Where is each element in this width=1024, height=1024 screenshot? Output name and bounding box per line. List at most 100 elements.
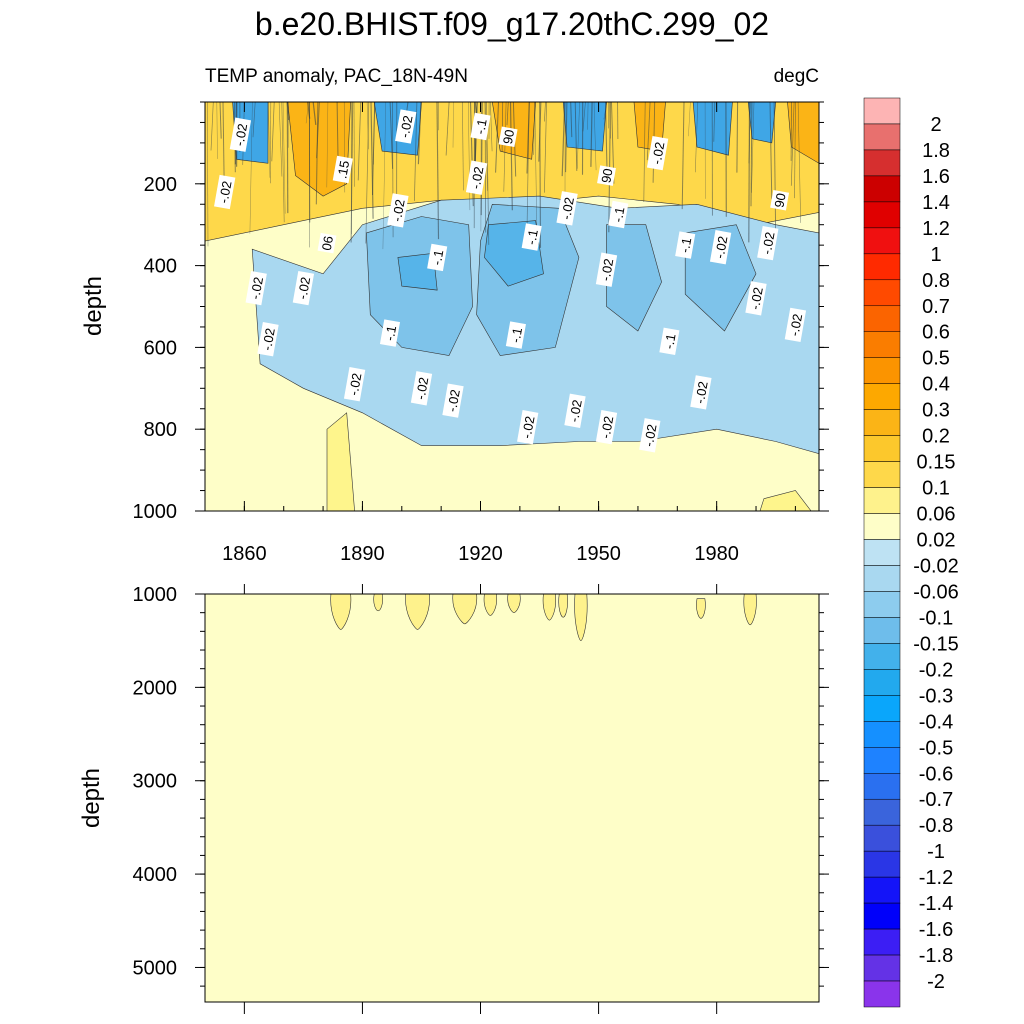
- contour-label-bg: [257, 322, 279, 357]
- contour-line: [270, 102, 272, 184]
- contour-label: -.02: [214, 174, 236, 210]
- contour-line: [268, 102, 271, 178]
- colorbar-swatch: [863, 435, 901, 462]
- x-tick-label: 1980: [694, 543, 739, 565]
- contour-label-bg: [470, 112, 491, 141]
- colorbar-label: -0.2: [919, 659, 953, 681]
- lower-warm-blob: [452, 594, 478, 625]
- colorbar-swatch: [863, 487, 901, 514]
- contour-label: -.1: [659, 327, 680, 355]
- contour-line: [357, 102, 362, 181]
- colorbar-label: 0.06: [917, 504, 956, 526]
- contour-label: -.02: [257, 322, 279, 357]
- colorbar-label: -0.1: [919, 607, 953, 629]
- lower-warm-blob: [483, 594, 497, 616]
- contour-line: [587, 102, 589, 130]
- colorbar-label: -0.5: [919, 737, 953, 759]
- contour-label-bg: [556, 191, 578, 226]
- contour-label: -.02: [395, 109, 417, 144]
- contour-line: [590, 102, 593, 167]
- contour-line: [576, 102, 580, 169]
- upper-contour-labels: -.02 -.02 -.02 -.02 -.02 06 .15 -.02 -.02 -.02 -.1…: [214, 109, 807, 453]
- contour-line: [281, 102, 285, 223]
- contour-line: [252, 102, 256, 138]
- contour-label-bg: [214, 174, 236, 210]
- contour-label-bg: [498, 126, 518, 148]
- colorbar-label: 2: [930, 114, 941, 136]
- contour-label-text: -.1: [472, 118, 489, 136]
- colorbar-swatch: [863, 149, 901, 177]
- contour-label-text: -.1: [661, 333, 678, 351]
- contour-line: [216, 102, 218, 159]
- contour-line: [282, 102, 286, 214]
- contour-label: -.1: [521, 223, 542, 251]
- contour-line: [769, 102, 773, 200]
- contour-label: -.02: [556, 191, 578, 226]
- contour-line: [736, 102, 739, 173]
- contour-label-text: -.02: [232, 122, 251, 147]
- contour-band-deep-cool-2: [397, 252, 438, 291]
- contour-label-text: -.02: [216, 180, 235, 205]
- contour-line: [544, 102, 547, 193]
- contour-line: [713, 102, 716, 142]
- contour-label: -.1: [379, 319, 401, 347]
- contour-label-bg: [442, 383, 464, 418]
- colorbar-label: -0.15: [913, 633, 959, 655]
- upper-axis-ticks: 1860 1890 1920 1950 1980 200 400 600 800 1000: [133, 101, 829, 565]
- contour-label-bg: [343, 367, 366, 402]
- contour-band-deep-warm-1995: [759, 490, 812, 511]
- colorbar-swatch: [863, 565, 901, 592]
- lower-warm-blob: [743, 594, 757, 626]
- y-tick-label: 1000: [133, 501, 178, 523]
- contour-label-bg: [521, 223, 542, 251]
- contour-label-text: .15: [334, 159, 352, 179]
- colorbar-label: -0.7: [919, 789, 953, 811]
- contour-line: [643, 102, 646, 203]
- contour-label-text: 90: [598, 167, 615, 184]
- contour-label-bg: [597, 165, 616, 186]
- contour-label: -.02: [595, 410, 618, 445]
- contour-line: [794, 102, 796, 199]
- y-tick-label: 800: [144, 419, 177, 441]
- colorbar-label: -0.3: [919, 685, 953, 707]
- contour-label-text: -.02: [641, 423, 660, 448]
- colorbar-label: -1.8: [919, 945, 953, 967]
- colorbar-label: -0.4: [919, 711, 953, 733]
- contour-line: [286, 102, 290, 121]
- colorbar-swatch: [863, 461, 901, 488]
- colorbar-swatch: [863, 539, 901, 566]
- contour-label-bg: [410, 371, 433, 406]
- colorbar-label: 0.02: [917, 530, 956, 552]
- lower-warm-blob: [405, 594, 430, 630]
- colorbar-swatch: [863, 175, 901, 203]
- contour-line: [533, 102, 535, 155]
- x-tick-label: 1920: [458, 543, 503, 565]
- contour-line: [219, 102, 222, 139]
- y-tick-label: 1000: [133, 584, 178, 606]
- contour-label-text: 90: [500, 128, 517, 145]
- colorbar-label: -1.2: [919, 867, 953, 889]
- contour-label-text: -.02: [468, 165, 487, 190]
- colorbar-swatch: [863, 773, 901, 800]
- contour-label: -.02: [745, 281, 767, 316]
- colorbar-swatch: [863, 850, 901, 878]
- contour-label-bg: [332, 155, 353, 184]
- colorbar-swatch: [863, 824, 901, 852]
- contour-line: [506, 102, 509, 126]
- contour-line: [462, 102, 464, 191]
- contour-line: [495, 102, 500, 173]
- contour-label-bg: [465, 160, 488, 195]
- colorbar-swatch: [863, 876, 901, 904]
- contour-label-text: -.02: [519, 415, 538, 440]
- contour-line: [417, 102, 422, 165]
- colorbar-swatch: [863, 954, 901, 982]
- colorbar-label: 0.6: [922, 322, 950, 344]
- colorbar-label: 1: [930, 244, 941, 266]
- contour-band-surface-cool-5: [747, 102, 777, 144]
- contour-label-text: -.02: [692, 380, 711, 405]
- colorbar-label: 1.2: [922, 218, 950, 240]
- y-tick-label: 200: [144, 174, 177, 196]
- contour-label-text: -.02: [712, 235, 731, 260]
- lower-plot-background: [205, 594, 819, 1002]
- colorbar-label: -0.02: [913, 556, 959, 578]
